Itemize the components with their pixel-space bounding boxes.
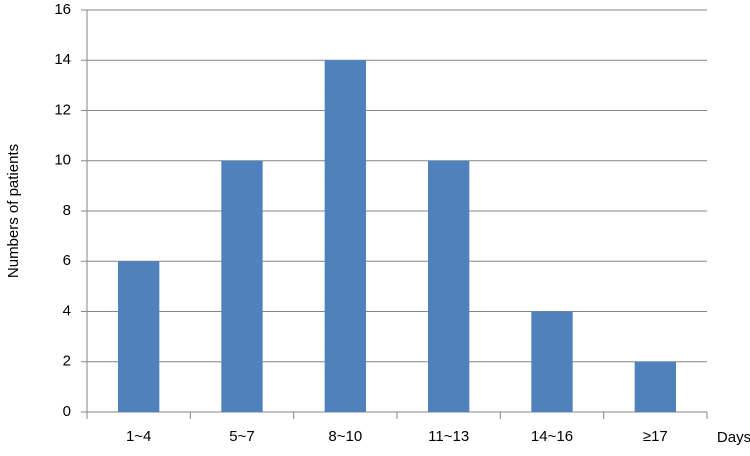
bar [634,361,676,412]
y-tick-label: 14 [54,51,71,68]
x-axis-label: Days [717,429,750,446]
x-tick-label: 14~16 [531,428,573,445]
y-tick-label: 10 [54,152,71,169]
y-axis-label: Numbers of patients [5,144,22,278]
bar [428,160,470,412]
bar [531,311,573,412]
y-tick-label: 6 [63,252,71,269]
bar [324,60,366,412]
x-tick-label: 11~13 [428,428,469,445]
y-tick-label: 4 [63,302,71,319]
bar [118,261,160,412]
x-tick-label: ≥17 [643,428,668,445]
y-tick-label: 0 [63,403,71,420]
x-tick-label: 1~4 [126,428,151,445]
bar [221,160,263,412]
y-tick-label: 8 [63,202,71,219]
y-tick-label: 12 [54,101,71,118]
y-tick-label: 2 [63,353,71,370]
x-tick-label: 5~7 [229,428,254,445]
y-tick-label: 16 [54,1,71,18]
x-tick-label: 8~10 [328,428,362,445]
